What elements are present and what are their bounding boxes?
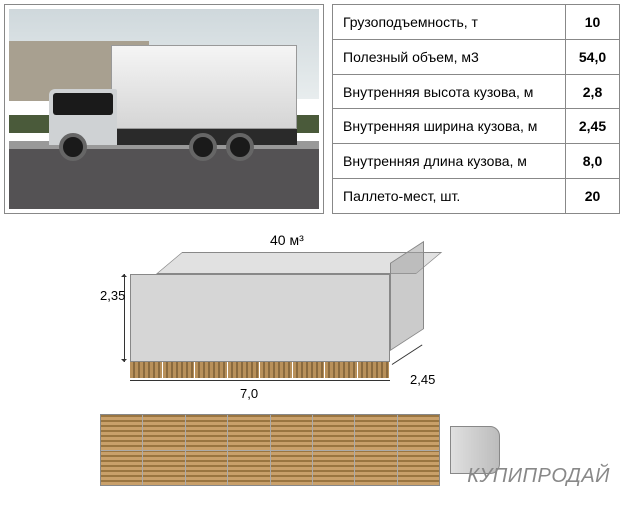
pallet xyxy=(355,415,397,450)
spec-value: 2,8 xyxy=(566,74,620,109)
spec-value: 20 xyxy=(566,179,620,214)
pallet xyxy=(101,415,143,450)
spec-label: Внутренняя ширина кузова, м xyxy=(333,109,566,144)
top-section: Грузоподъемность, т10Полезный объем, м35… xyxy=(0,0,624,218)
pallet xyxy=(355,451,397,486)
spec-label: Паллето-мест, шт. xyxy=(333,179,566,214)
pallet xyxy=(186,415,228,450)
spec-value: 10 xyxy=(566,5,620,40)
spec-table: Грузоподъемность, т10Полезный объем, м35… xyxy=(332,4,620,214)
volume-label: 40 м³ xyxy=(270,232,304,248)
pallet xyxy=(101,451,143,486)
watermark: КУПИПРОДАЙ xyxy=(467,465,610,488)
dimension-height: 2,35 xyxy=(100,288,125,303)
pallet xyxy=(271,451,313,486)
truck-photo-cell xyxy=(4,4,324,214)
spec-row: Грузоподъемность, т10 xyxy=(333,5,620,40)
spec-label: Полезный объем, м3 xyxy=(333,39,566,74)
diagram-area: 40 м³ 2,35 7,0 2,45 КУПИПРОДАЙ xyxy=(0,218,624,498)
pallet xyxy=(228,451,270,486)
pallet-row xyxy=(101,451,439,486)
pallet xyxy=(143,451,185,486)
dimension-width: 2,45 xyxy=(410,372,435,387)
pallets-top-view xyxy=(100,414,440,486)
spec-row: Паллето-мест, шт.20 xyxy=(333,179,620,214)
dimension-length: 7,0 xyxy=(240,386,258,401)
spec-row: Внутренняя ширина кузова, м2,45 xyxy=(333,109,620,144)
pallet xyxy=(228,415,270,450)
pallet-row xyxy=(101,415,439,451)
spec-value: 54,0 xyxy=(566,39,620,74)
spec-label: Внутренняя высота кузова, м xyxy=(333,74,566,109)
pallet xyxy=(398,415,439,450)
pallet xyxy=(186,451,228,486)
truck-photo xyxy=(9,9,319,209)
pallet xyxy=(313,415,355,450)
spec-label: Грузоподъемность, т xyxy=(333,5,566,40)
pallet xyxy=(143,415,185,450)
spec-row: Полезный объем, м354,0 xyxy=(333,39,620,74)
spec-row: Внутренняя высота кузова, м2,8 xyxy=(333,74,620,109)
pallet xyxy=(398,451,439,486)
spec-label: Внутренняя длина кузова, м xyxy=(333,144,566,179)
pallet xyxy=(271,415,313,450)
pallet xyxy=(313,451,355,486)
spec-row: Внутренняя длина кузова, м8,0 xyxy=(333,144,620,179)
pallets-3d xyxy=(130,362,390,378)
spec-value: 8,0 xyxy=(566,144,620,179)
spec-value: 2,45 xyxy=(566,109,620,144)
spec-table-body: Грузоподъемность, т10Полезный объем, м35… xyxy=(333,5,620,214)
